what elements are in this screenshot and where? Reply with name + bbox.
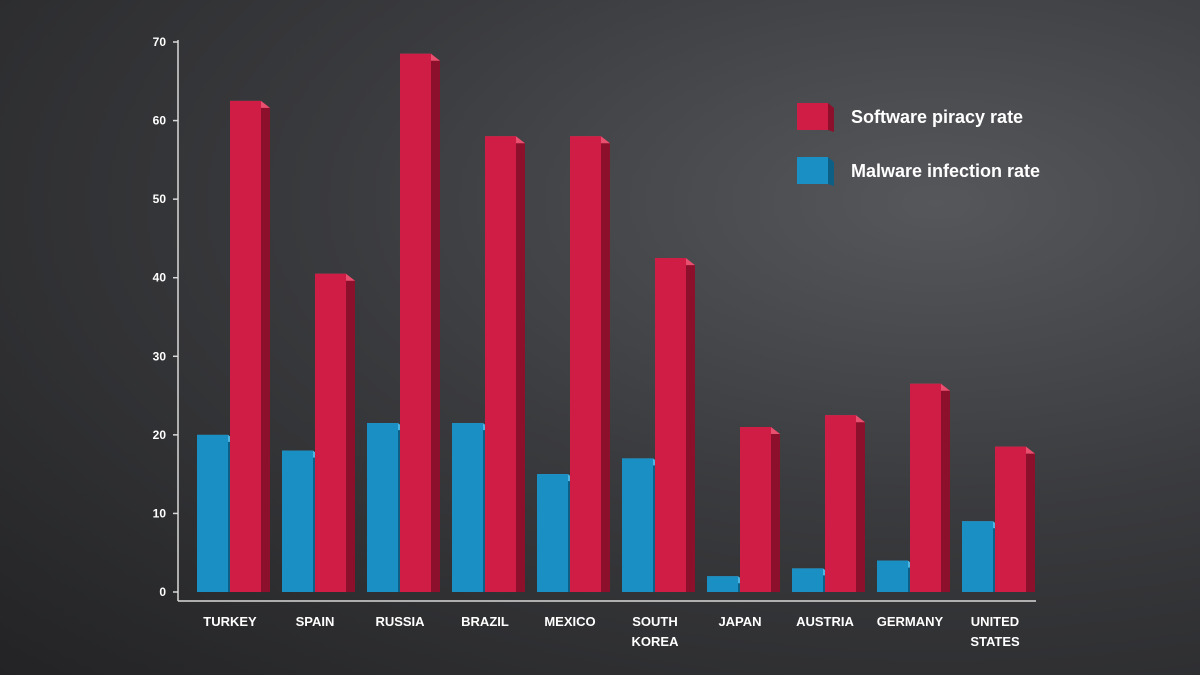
y-tick-label: 40 (153, 271, 167, 285)
x-tick-label-line: BRAZIL (461, 614, 509, 629)
legend-swatch-side (828, 103, 834, 132)
bar-front (962, 521, 993, 592)
x-tick-label: GERMANY (877, 614, 944, 629)
x-tick-label-line: KOREA (632, 634, 680, 649)
bar-front (877, 560, 908, 592)
bar-software-piracy (995, 446, 1035, 592)
y-tick-label: 70 (153, 35, 167, 49)
bar-front (707, 576, 738, 592)
x-tick-label-line: AUSTRIA (796, 614, 854, 629)
y-tick-label: 0 (159, 585, 166, 599)
x-axis: TURKEY SPAIN RUSSIA BRAZIL MEXICO SOUTH KOREA J… (178, 600, 1036, 649)
legend-item: Software piracy rate (797, 103, 1023, 132)
x-tick-label: BRAZIL (461, 614, 509, 629)
bar-software-piracy (910, 383, 950, 592)
bar-software-piracy (485, 136, 525, 593)
bar-front (825, 415, 856, 592)
legend-item: Malware infection rate (797, 157, 1040, 186)
x-tick-label: RUSSIA (375, 614, 425, 629)
bar-side (771, 427, 780, 592)
bar-side (431, 53, 440, 593)
bar-front (537, 474, 568, 592)
bar-side (856, 415, 865, 592)
bar-side (686, 258, 695, 592)
x-tick-label-line: SOUTH (632, 614, 678, 629)
x-tick-label-line: RUSSIA (375, 614, 425, 629)
bar-side (601, 136, 610, 593)
bar-front (400, 53, 431, 593)
bars (197, 53, 1035, 593)
legend-swatch (797, 103, 828, 130)
x-tick-label-line: GERMANY (877, 614, 944, 629)
x-tick-label: TURKEY (203, 614, 257, 629)
bar-front (622, 458, 653, 592)
bar-front (995, 446, 1026, 592)
x-tick-label: MEXICO (544, 614, 595, 629)
x-tick-label: JAPAN (718, 614, 761, 629)
bar-side (261, 100, 270, 592)
bar-front (910, 383, 941, 592)
y-tick-label: 20 (153, 428, 167, 442)
bar-front (485, 136, 516, 593)
bar-front (570, 136, 601, 593)
bar-front (452, 423, 483, 592)
bar-front (655, 258, 686, 592)
y-tick-label: 30 (153, 349, 167, 363)
bar-software-piracy (230, 100, 270, 592)
x-tick-label-line: STATES (970, 634, 1020, 649)
bar-front (367, 423, 398, 592)
bar-software-piracy (825, 415, 865, 592)
legend-label: Malware infection rate (851, 161, 1040, 181)
x-tick-label-line: TURKEY (203, 614, 257, 629)
x-tick-label: AUSTRIA (796, 614, 854, 629)
bar-front (282, 450, 313, 592)
x-tick-label: UNITED STATES (970, 614, 1020, 649)
bar-software-piracy (740, 427, 780, 592)
bar-side (1026, 446, 1035, 592)
y-tick-label: 50 (153, 192, 167, 206)
bar-malware-infection (537, 474, 577, 592)
y-axis: 0 10 20 30 40 50 60 70 (153, 35, 179, 601)
x-tick-label-line: MEXICO (544, 614, 595, 629)
bar-software-piracy (400, 53, 440, 593)
bar-front (740, 427, 771, 592)
bar-software-piracy (570, 136, 610, 593)
bar-software-piracy (655, 258, 695, 592)
x-tick-label-line: SPAIN (296, 614, 335, 629)
x-tick-label: SPAIN (296, 614, 335, 629)
bar-front (197, 434, 228, 592)
bar-side (941, 383, 950, 592)
bar-side (346, 273, 355, 592)
x-tick-label-line: UNITED (971, 614, 1019, 629)
bar-front (792, 568, 823, 592)
x-tick-label-line: JAPAN (718, 614, 761, 629)
bar-front (315, 273, 346, 592)
bar-side (516, 136, 525, 593)
bar-front (230, 100, 261, 592)
y-tick-label: 10 (153, 506, 167, 520)
y-tick-label: 60 (153, 114, 167, 128)
legend: Software piracy rate Malware infection ra… (797, 103, 1040, 186)
legend-swatch-side (828, 157, 834, 186)
legend-swatch (797, 157, 828, 184)
x-tick-label: SOUTH KOREA (632, 614, 680, 649)
bar-software-piracy (315, 273, 355, 592)
legend-label: Software piracy rate (851, 107, 1023, 127)
